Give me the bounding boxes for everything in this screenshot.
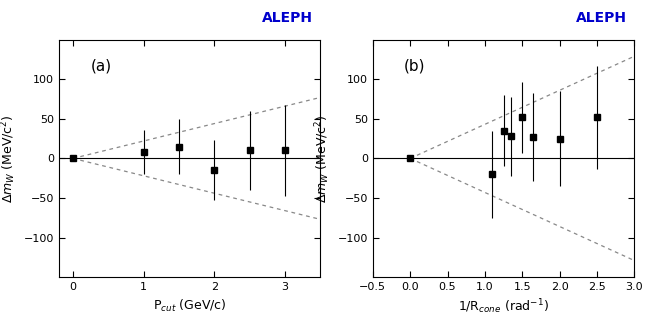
Y-axis label: $\Delta m_W$ (MeV/c$^2$): $\Delta m_W$ (MeV/c$^2$) <box>313 114 332 203</box>
X-axis label: P$_{cut}$ (GeV/c): P$_{cut}$ (GeV/c) <box>153 298 226 314</box>
Text: (b): (b) <box>404 59 426 74</box>
X-axis label: 1/R$_{cone}$ (rad$^{-1}$): 1/R$_{cone}$ (rad$^{-1}$) <box>458 298 549 316</box>
Text: ALEPH: ALEPH <box>262 11 313 25</box>
Text: ALEPH: ALEPH <box>576 11 627 25</box>
Y-axis label: $\Delta m_W$ (MeV/c$^2$): $\Delta m_W$ (MeV/c$^2$) <box>0 114 18 203</box>
Text: (a): (a) <box>90 59 111 74</box>
